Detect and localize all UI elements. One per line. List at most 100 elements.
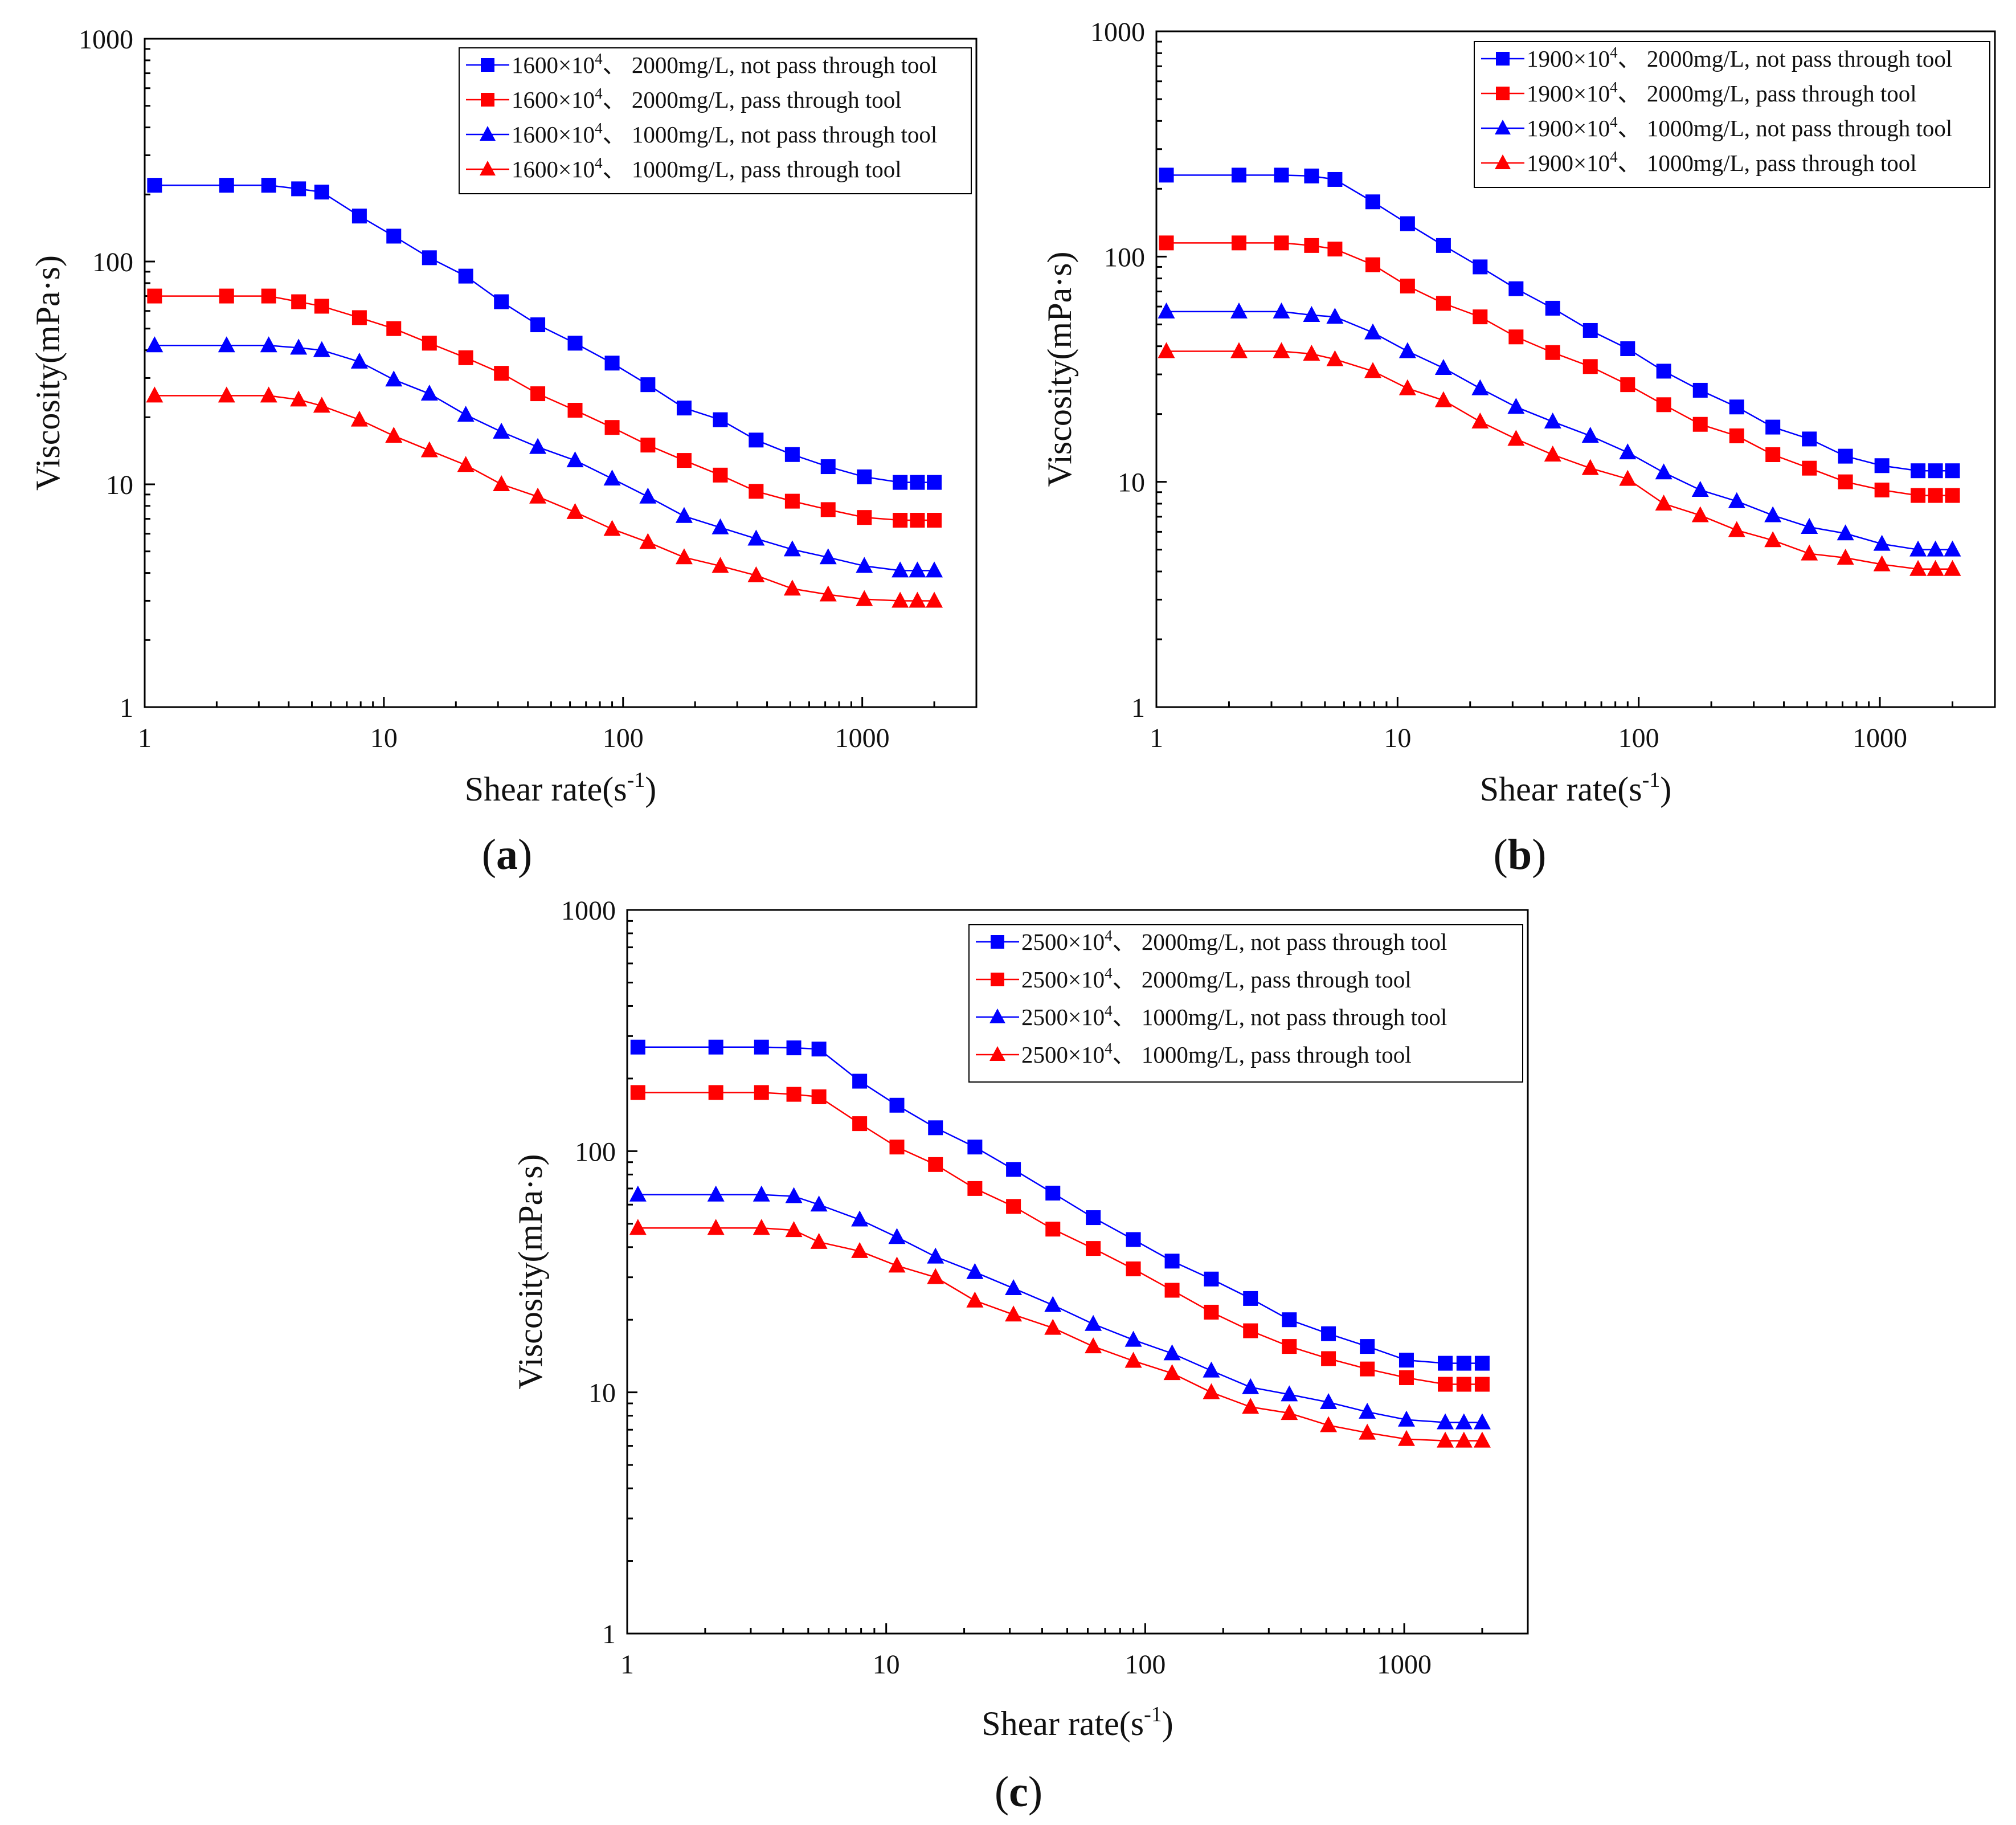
data-point-triangle	[926, 561, 943, 578]
data-point-triangle	[1837, 524, 1854, 541]
data-point-square	[1204, 1304, 1219, 1320]
data-point-triangle	[1473, 1431, 1491, 1448]
legend-label-post: 、 2000mg/L, pass through tool	[603, 87, 902, 113]
y-tick-label: 1	[1131, 693, 1145, 723]
data-point-triangle	[1944, 560, 1961, 576]
x-axis-title: Shear rate(s-1)	[465, 768, 657, 808]
data-point-square	[1473, 309, 1488, 325]
data-point-square	[1456, 1356, 1471, 1371]
data-point-square	[567, 336, 583, 351]
data-point-square	[386, 321, 402, 336]
legend-marker-square	[991, 973, 1004, 986]
legend: 1600×104、 2000mg/L, not pass through too…	[459, 47, 972, 194]
data-point-triangle	[675, 548, 693, 565]
data-point-triangle	[566, 451, 584, 468]
legend-item: 2500×104、 2000mg/L, not pass through too…	[976, 927, 1447, 955]
series-4	[1158, 342, 1961, 576]
y-axis-title: Viscosity(mPa·s)	[29, 255, 67, 491]
data-point-triangle	[1158, 302, 1175, 319]
series-2	[1159, 235, 1960, 503]
data-point-square	[1282, 1339, 1297, 1354]
legend-label-sup: 4	[1105, 927, 1113, 944]
data-point-triangle	[1801, 517, 1818, 534]
legend-label-sup: 4	[1105, 1002, 1113, 1019]
legend-label-post: 、 1000mg/L, not pass through tool	[1618, 115, 1953, 141]
x-tick-label: 1	[620, 1650, 634, 1680]
data-point-square	[1729, 399, 1744, 415]
data-point-triangle	[385, 370, 403, 387]
legend-label-sup: 4	[1610, 148, 1618, 165]
data-point-square	[928, 1157, 943, 1172]
data-point-square	[1365, 194, 1381, 210]
data-point-square	[852, 1116, 868, 1132]
series-2	[630, 1085, 1490, 1392]
legend-label-post: 、 1000mg/L, not pass through tool	[1113, 1004, 1447, 1030]
data-point-square	[967, 1181, 983, 1196]
data-point-square	[928, 1120, 943, 1136]
data-point-square	[219, 178, 234, 193]
y-tick-label: 1000	[561, 896, 616, 926]
data-point-square	[889, 1140, 905, 1155]
data-point-square	[261, 288, 276, 304]
data-point-triangle	[350, 410, 368, 427]
data-point-triangle	[1764, 531, 1782, 548]
data-point-square	[820, 502, 836, 517]
data-point-triangle	[966, 1291, 984, 1308]
legend-label-post: 、 2000mg/L, not pass through tool	[603, 52, 938, 78]
data-point-square	[893, 475, 908, 490]
data-point-square	[786, 1087, 802, 1102]
data-point-triangle	[1203, 1383, 1220, 1399]
data-point-square	[604, 420, 620, 435]
data-point-square	[1327, 172, 1343, 187]
x-axis-title: Shear rate(s-1)	[1480, 768, 1672, 808]
legend-label: 1900×104、 2000mg/L, pass through tool	[1527, 79, 1917, 107]
legend-label: 1600×104、 1000mg/L, pass through tool	[512, 154, 902, 182]
x-tick-label: 1	[138, 723, 152, 753]
legend-label-pre: 1900×10	[1527, 115, 1610, 141]
data-point-square	[784, 447, 800, 462]
data-point-square	[1164, 1254, 1180, 1269]
panel-label-open: (	[1494, 831, 1508, 879]
data-point-triangle	[1005, 1279, 1023, 1296]
legend-label-sup: 4	[1610, 113, 1618, 130]
data-point-triangle	[1927, 540, 1944, 557]
data-point-triangle	[566, 503, 584, 519]
data-point-square	[1282, 1312, 1297, 1328]
legend-marker-square	[991, 935, 1004, 949]
data-point-triangle	[1320, 1416, 1338, 1432]
data-point-square	[910, 475, 925, 490]
data-point-square	[1838, 474, 1853, 489]
data-point-square	[1945, 463, 1960, 479]
data-point-triangle	[1044, 1296, 1062, 1312]
data-point-triangle	[888, 1228, 906, 1244]
x-axis-title-sup: -1	[627, 768, 645, 792]
panel-label-letter: c	[1009, 1768, 1028, 1816]
legend-item: 1600×104、 1000mg/L, pass through tool	[466, 154, 902, 182]
series-4	[629, 1219, 1491, 1448]
data-point-square	[1159, 168, 1174, 183]
data-point-square	[1765, 419, 1781, 435]
series-2	[147, 288, 942, 528]
data-point-square	[676, 401, 692, 416]
data-point-triangle	[1473, 1413, 1491, 1430]
data-point-triangle	[810, 1232, 828, 1249]
data-point-triangle	[1581, 459, 1599, 475]
data-point-square	[1545, 300, 1560, 316]
legend-label: 1900×104、 2000mg/L, not pass through too…	[1527, 44, 1952, 72]
data-point-triangle	[819, 548, 837, 565]
legend-label-pre: 1600×10	[512, 52, 595, 78]
data-point-triangle	[1691, 480, 1709, 497]
data-point-triangle	[290, 390, 308, 407]
data-point-square	[1274, 235, 1289, 251]
data-point-triangle	[747, 529, 765, 546]
data-point-square	[1006, 1162, 1021, 1177]
legend-marker-triangle	[1495, 154, 1511, 169]
data-point-square	[291, 181, 306, 197]
panel-label-open: (	[482, 831, 496, 879]
data-point-square	[351, 310, 367, 325]
data-point-square	[708, 1039, 723, 1055]
y-tick-label: 100	[92, 247, 133, 277]
legend-label-pre: 2500×10	[1021, 1004, 1105, 1030]
legend-label: 1600×104、 2000mg/L, pass through tool	[512, 85, 902, 113]
data-point-square	[351, 209, 367, 224]
